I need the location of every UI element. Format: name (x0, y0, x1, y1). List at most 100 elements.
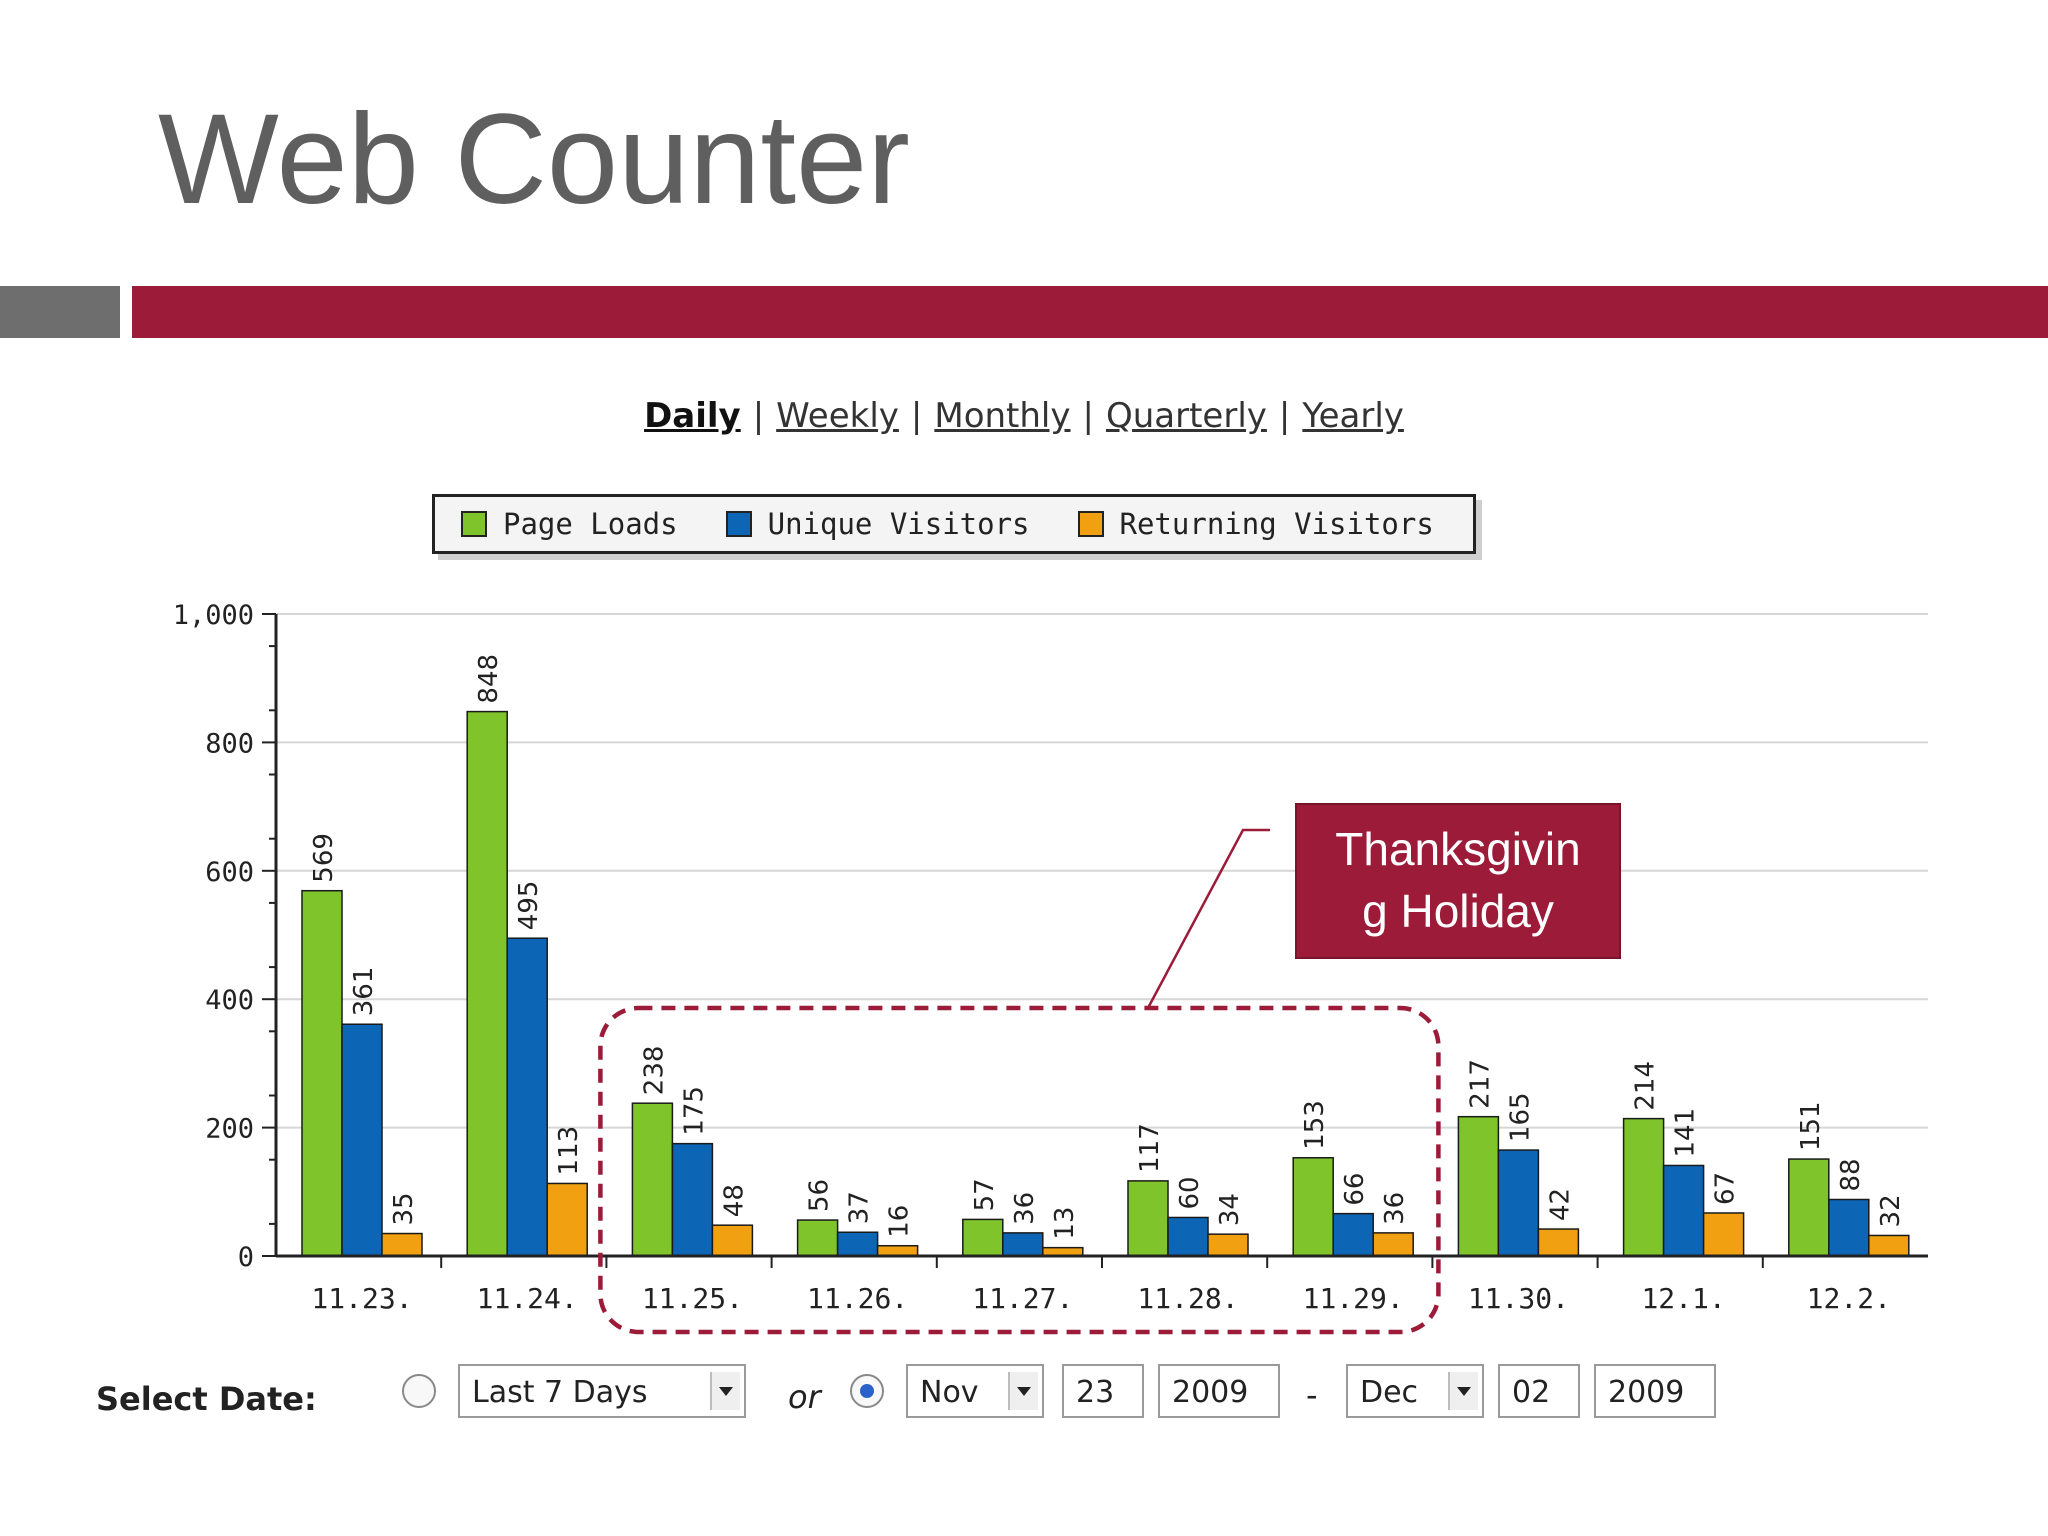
nav-yearly-link[interactable]: Yearly (1302, 396, 1404, 436)
bar (546, 1182, 588, 1257)
legend-item-page-loads: Page Loads (461, 507, 678, 541)
legend-label-returning-visitors: Returning Visitors (1119, 507, 1434, 541)
bar-value-label: 113 (554, 1126, 584, 1176)
bar (796, 1219, 839, 1257)
header-accent-red (132, 286, 2048, 338)
bar-value-label: 569 (309, 833, 339, 883)
x-tick-label: 12.1. (1641, 1282, 1725, 1315)
holiday-highlight-box (598, 1005, 1441, 1335)
to-month-value: Dec (1360, 1375, 1419, 1410)
bar-value-label: 36 (1380, 1192, 1410, 1225)
bars (301, 710, 1910, 1257)
or-label: or (788, 1378, 821, 1416)
bar (876, 1244, 919, 1257)
legend-item-returning-visitors: Returning Visitors (1077, 507, 1434, 541)
bar (1167, 1216, 1209, 1257)
y-tick-label: 800 (205, 728, 254, 759)
bar-value-label: 67 (1711, 1172, 1741, 1205)
annotation-text-line1: Thanksgivin (1335, 823, 1580, 875)
from-month-select[interactable]: Nov (906, 1364, 1044, 1418)
bar (1788, 1158, 1830, 1257)
axes: 0 200 400 600 800 1,000 11.23. 11.24. 11.25. 11.2… (173, 600, 1928, 1315)
chevron-down-icon[interactable] (1008, 1372, 1038, 1410)
nav-daily-link[interactable]: Daily (644, 396, 741, 436)
bar (1828, 1198, 1870, 1257)
bar (1497, 1149, 1540, 1257)
annotation-text-line2: g Holiday (1362, 885, 1554, 937)
bar (1537, 1228, 1580, 1257)
bar-value-label: 48 (719, 1184, 749, 1217)
to-day-field[interactable]: 02 (1498, 1364, 1580, 1418)
bar (1292, 1157, 1334, 1257)
bar-value-label: 151 (1796, 1101, 1826, 1151)
nav-quarterly-link[interactable]: Quarterly (1105, 396, 1267, 436)
bar (381, 1232, 423, 1257)
bar (1622, 1117, 1665, 1257)
nav-separator: | (910, 396, 923, 436)
annotation-leader-line (1146, 828, 1270, 1009)
bar-value-label: 238 (639, 1046, 669, 1096)
data-labels: 569 361 35 848 495 113 238 175 48 56 37 16 57 36 13 117… (309, 654, 1906, 1240)
bar (1372, 1232, 1414, 1257)
legend-label-page-loads: Page Loads (503, 507, 678, 541)
bar-value-label: 56 (805, 1179, 835, 1212)
thanksgiving-annotation: Thanksgivin g Holiday (598, 803, 1621, 1335)
bar-value-label: 153 (1300, 1100, 1330, 1150)
bar (962, 1218, 1004, 1257)
preset-range-radio[interactable] (402, 1374, 436, 1408)
bar (1127, 1180, 1169, 1257)
x-tick-label: 11.29. (1303, 1282, 1404, 1315)
bar-value-label: 16 (885, 1205, 915, 1238)
x-tick-label: 11.30. (1468, 1282, 1569, 1315)
from-year-field[interactable]: 2009 (1158, 1364, 1280, 1418)
x-tick-label: 11.23. (311, 1282, 412, 1315)
legend-swatch-unique-visitors (725, 511, 752, 537)
y-tick-label: 0 (238, 1242, 254, 1273)
y-tick-label: 200 (205, 1114, 254, 1145)
y-tick-label: 1,000 (173, 600, 254, 631)
bar (1702, 1212, 1745, 1257)
x-tick-label: 12.2. (1807, 1282, 1891, 1315)
bar-value-label: 88 (1836, 1158, 1866, 1191)
bar-value-label: 42 (1545, 1188, 1575, 1221)
bar-value-label: 57 (970, 1178, 1000, 1211)
bar (506, 937, 548, 1257)
bar-chart: 0 200 400 600 800 1,000 11.23. 11.24. 11.25. 11.2… (173, 600, 1928, 1335)
annotation-box (1295, 803, 1621, 959)
bar-value-label: 60 (1175, 1176, 1205, 1209)
x-tick-label: 11.25. (642, 1282, 743, 1315)
bar (836, 1231, 879, 1257)
preset-range-select[interactable]: Last 7 Days (458, 1364, 746, 1418)
bar-value-label: 36 (1010, 1192, 1040, 1225)
period-nav: Daily | Weekly | Monthly | Quarterly | Yearly (0, 396, 2048, 436)
bar-value-label: 848 (474, 654, 504, 704)
bar (1662, 1164, 1705, 1257)
bar (631, 1102, 674, 1257)
bar (671, 1142, 714, 1257)
range-dash: - (1306, 1376, 1318, 1414)
nav-separator: | (1082, 396, 1094, 436)
bar-value-label: 175 (679, 1086, 709, 1136)
bar (466, 710, 508, 1257)
date-controls: Select Date: Last 7 Days or Nov 23 2009 … (96, 1364, 1726, 1428)
x-tick-label: 11.27. (972, 1282, 1073, 1315)
legend-item-unique-visitors: Unique Visitors (725, 507, 1030, 541)
bar-value-label: 13 (1050, 1207, 1080, 1240)
bar-value-label: 217 (1465, 1059, 1495, 1109)
chevron-down-icon[interactable] (1448, 1372, 1478, 1410)
legend-label-unique-visitors: Unique Visitors (767, 507, 1030, 541)
bar-value-label: 141 (1671, 1108, 1701, 1158)
to-year-field[interactable]: 2009 (1594, 1364, 1716, 1418)
to-month-select[interactable]: Dec (1346, 1364, 1484, 1418)
nav-weekly-link[interactable]: Weekly (776, 396, 899, 436)
bar-value-label: 32 (1876, 1194, 1906, 1227)
nav-monthly-link[interactable]: Monthly (934, 396, 1071, 436)
from-day-field[interactable]: 23 (1062, 1364, 1144, 1418)
bar-value-label: 35 (389, 1192, 419, 1225)
slide-title: Web Counter (158, 88, 910, 231)
preset-range-value: Last 7 Days (472, 1375, 648, 1410)
bar-value-label: 34 (1215, 1193, 1245, 1226)
custom-range-radio[interactable] (850, 1374, 884, 1408)
bar-value-label: 214 (1631, 1061, 1661, 1111)
chevron-down-icon[interactable] (710, 1372, 740, 1410)
